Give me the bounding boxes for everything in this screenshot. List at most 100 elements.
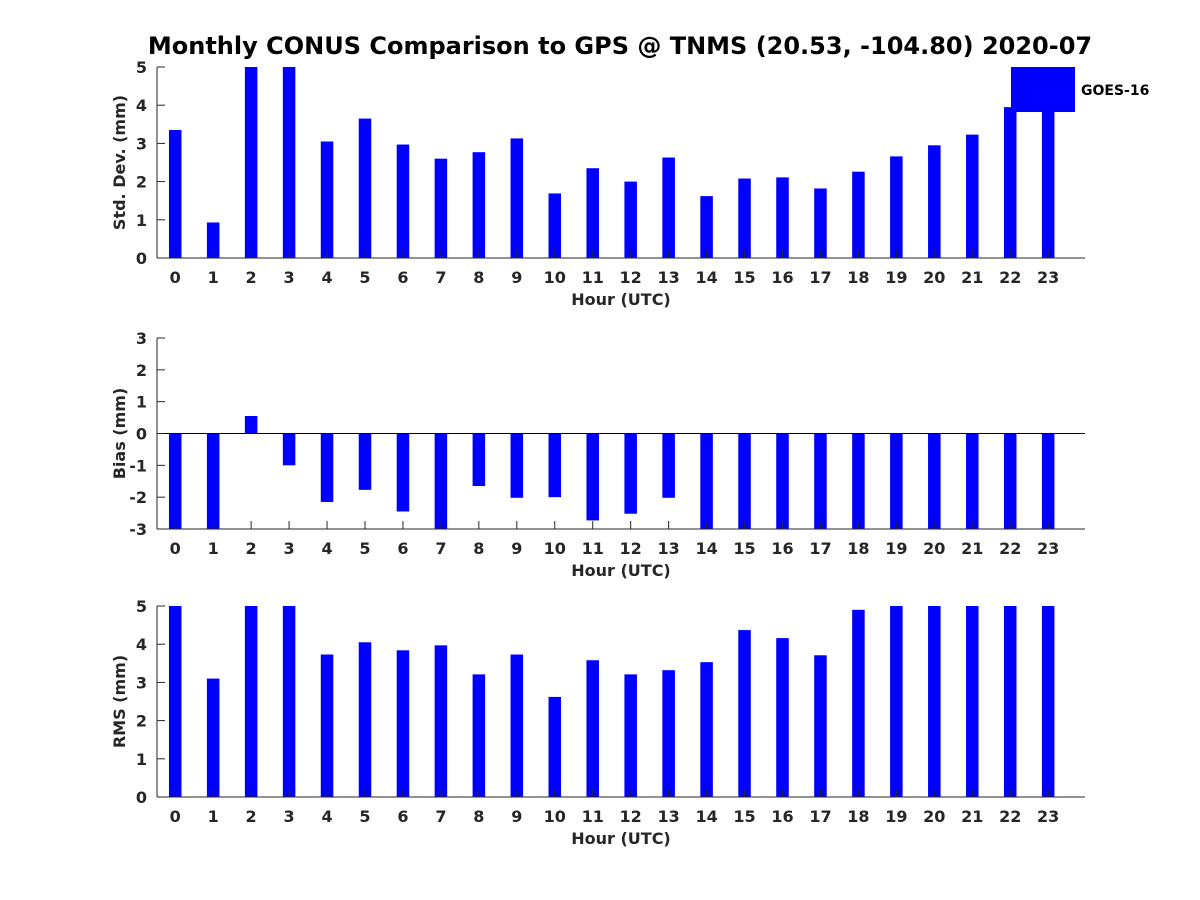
bar-hour-13 [662,157,675,258]
x-tick-label: 13 [658,268,680,287]
x-tick-label: 12 [620,539,642,558]
bar-hour-8 [472,674,486,797]
bar-hour-2 [244,606,258,797]
bar-hour-0 [168,433,182,529]
bar-hour-13 [662,433,675,498]
x-tick-label: 16 [771,807,793,826]
bar-hour-3 [282,606,296,797]
y-tick-label: 3 [136,673,147,692]
y-tick-label: 4 [136,635,147,654]
bar-hour-4 [320,654,334,797]
x-tick-label: 1 [208,807,219,826]
bar-hour-11 [586,660,599,797]
x-tick-label: 11 [582,539,604,558]
x-tick-label: 9 [511,539,522,558]
y-tick-label: 1 [136,750,147,769]
y-tick-label: 2 [136,361,147,380]
bar-hour-6 [396,650,410,797]
bar-hour-11 [586,168,599,258]
x-tick-label: 6 [397,539,408,558]
x-tick-label: 8 [473,268,484,287]
x-tick-label: 19 [885,268,907,287]
y-tick-label: 5 [136,597,147,616]
y-tick-label: 0 [136,788,147,807]
x-tick-label: 14 [695,539,717,558]
bar-hour-13 [662,670,675,797]
bar-hour-5 [358,642,372,797]
bar-hour-5 [358,118,372,258]
x-tick-label: 1 [208,539,219,558]
x-tick-label: 0 [170,268,181,287]
bar-hour-17 [814,433,827,529]
x-tick-label: 3 [284,539,295,558]
bar-hour-16 [776,638,789,797]
y-tick-label: 2 [136,712,147,731]
x-tick-label: 7 [435,807,446,826]
bar-hour-12 [624,181,637,258]
x-tick-label: 5 [359,807,370,826]
x-tick-label: 8 [473,807,484,826]
x-tick-label: 0 [170,539,181,558]
x-tick-label: 21 [961,539,983,558]
bar-hour-12 [624,674,637,797]
x-tick-label: 16 [771,539,793,558]
bar-hour-22 [1003,606,1017,797]
bar-hour-20 [928,433,941,529]
bar-hour-7 [434,645,448,797]
y-tick-label: 0 [136,425,147,444]
x-tick-label: 10 [544,539,566,558]
x-tick-label: 21 [961,268,983,287]
bar-hour-4 [320,433,334,502]
bar-hour-7 [434,158,448,258]
bar-hour-2 [244,67,258,258]
bar-hour-23 [1041,606,1055,797]
bar-hour-14 [700,662,713,797]
bar-hour-3 [282,433,296,466]
x-tick-label: 20 [923,807,945,826]
bar-hour-8 [472,152,486,258]
y-tick-label: 3 [136,134,147,153]
x-tick-label: 9 [511,268,522,287]
x-tick-label: 5 [359,268,370,287]
x-tick-label: 8 [473,539,484,558]
x-tick-label: 0 [170,807,181,826]
y-tick-label: 3 [136,329,147,348]
chart-title: Monthly CONUS Comparison to GPS @ TNMS (… [148,32,1092,60]
bar-hour-3 [282,67,296,258]
bar-hour-9 [510,433,524,498]
y-tick-label: 0 [136,249,147,268]
bar-hour-14 [700,433,713,529]
x-tick-label: 17 [809,539,831,558]
x-tick-label: 14 [695,268,717,287]
x-tick-label: 21 [961,807,983,826]
x-tick-label: 4 [321,268,332,287]
x-axis-label: Hour (UTC) [571,290,671,309]
bar-hour-0 [168,130,182,258]
x-tick-label: 6 [397,268,408,287]
x-tick-label: 1 [208,268,219,287]
x-tick-label: 10 [544,807,566,826]
x-tick-label: 16 [771,268,793,287]
x-tick-label: 4 [321,539,332,558]
x-tick-label: 22 [999,539,1021,558]
bar-series [168,415,1055,529]
bar-hour-23 [1041,433,1055,529]
bar-hour-10 [548,696,562,797]
x-tick-label: 17 [809,807,831,826]
x-tick-label: 4 [321,807,332,826]
x-tick-label: 20 [923,539,945,558]
y-tick-label: -2 [129,488,147,507]
x-tick-label: 18 [847,539,869,558]
x-tick-label: 15 [733,807,755,826]
bar-hour-18 [852,609,865,797]
x-tick-label: 11 [582,268,604,287]
y-axis-label: RMS (mm) [110,655,129,748]
legend-swatch [1011,67,1075,112]
x-tick-label: 20 [923,268,945,287]
bar-hour-16 [776,433,789,529]
bar-hour-1 [206,678,220,797]
